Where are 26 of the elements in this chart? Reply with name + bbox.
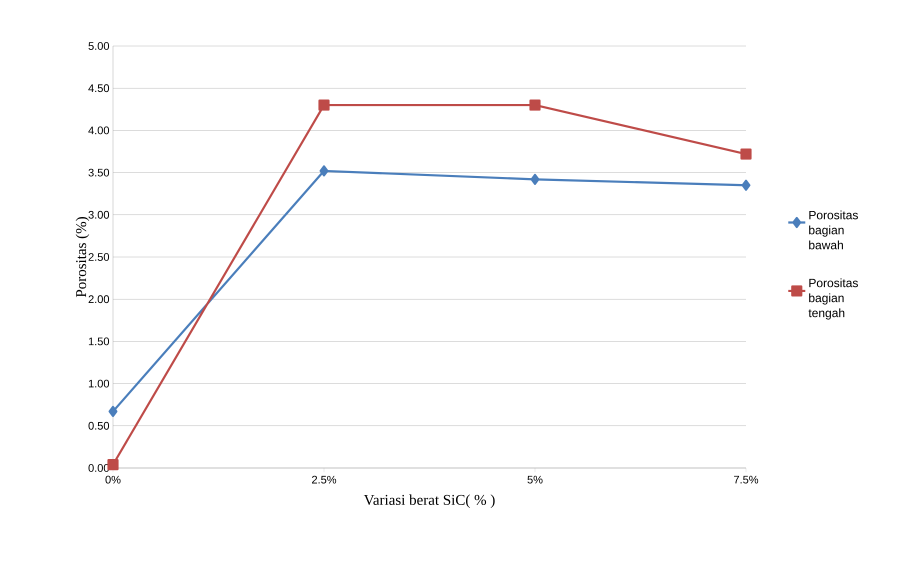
y-tick-label: 2.50 bbox=[88, 253, 110, 261]
y-tick-label: 5.00 bbox=[88, 42, 110, 50]
point bbox=[108, 406, 118, 418]
x-tick-label: 7.5% bbox=[734, 476, 758, 484]
y-tick-label: 0.50 bbox=[88, 422, 110, 430]
y-tick-label: 1.50 bbox=[88, 338, 110, 346]
point bbox=[742, 180, 750, 191]
y-tick-label: 3.50 bbox=[88, 168, 110, 176]
y-tick-label: 3.00 bbox=[88, 210, 110, 219]
point bbox=[320, 165, 328, 176]
y-tick-label: 2.00 bbox=[88, 295, 110, 304]
point bbox=[529, 100, 541, 111]
x-tick-label: 2.5% bbox=[312, 476, 336, 484]
x-tick-label: 5% bbox=[527, 476, 543, 484]
legend-label: Porositas bagian bawah bbox=[809, 210, 858, 250]
y-tick-label: 4.00 bbox=[88, 126, 110, 134]
legend-label: Porositas bagian tengah bbox=[808, 278, 858, 320]
point bbox=[318, 100, 330, 111]
x-tick-label: 0% bbox=[105, 476, 121, 484]
point bbox=[530, 174, 540, 185]
y-axis-title: Porositas (%) bbox=[76, 217, 90, 298]
point bbox=[107, 459, 119, 470]
point bbox=[740, 148, 752, 160]
x-axis-title: Variasi berat SiC( % ) bbox=[364, 494, 495, 508]
y-tick-label: 1.00 bbox=[88, 380, 110, 388]
y-tick-label: 4.50 bbox=[88, 84, 110, 92]
